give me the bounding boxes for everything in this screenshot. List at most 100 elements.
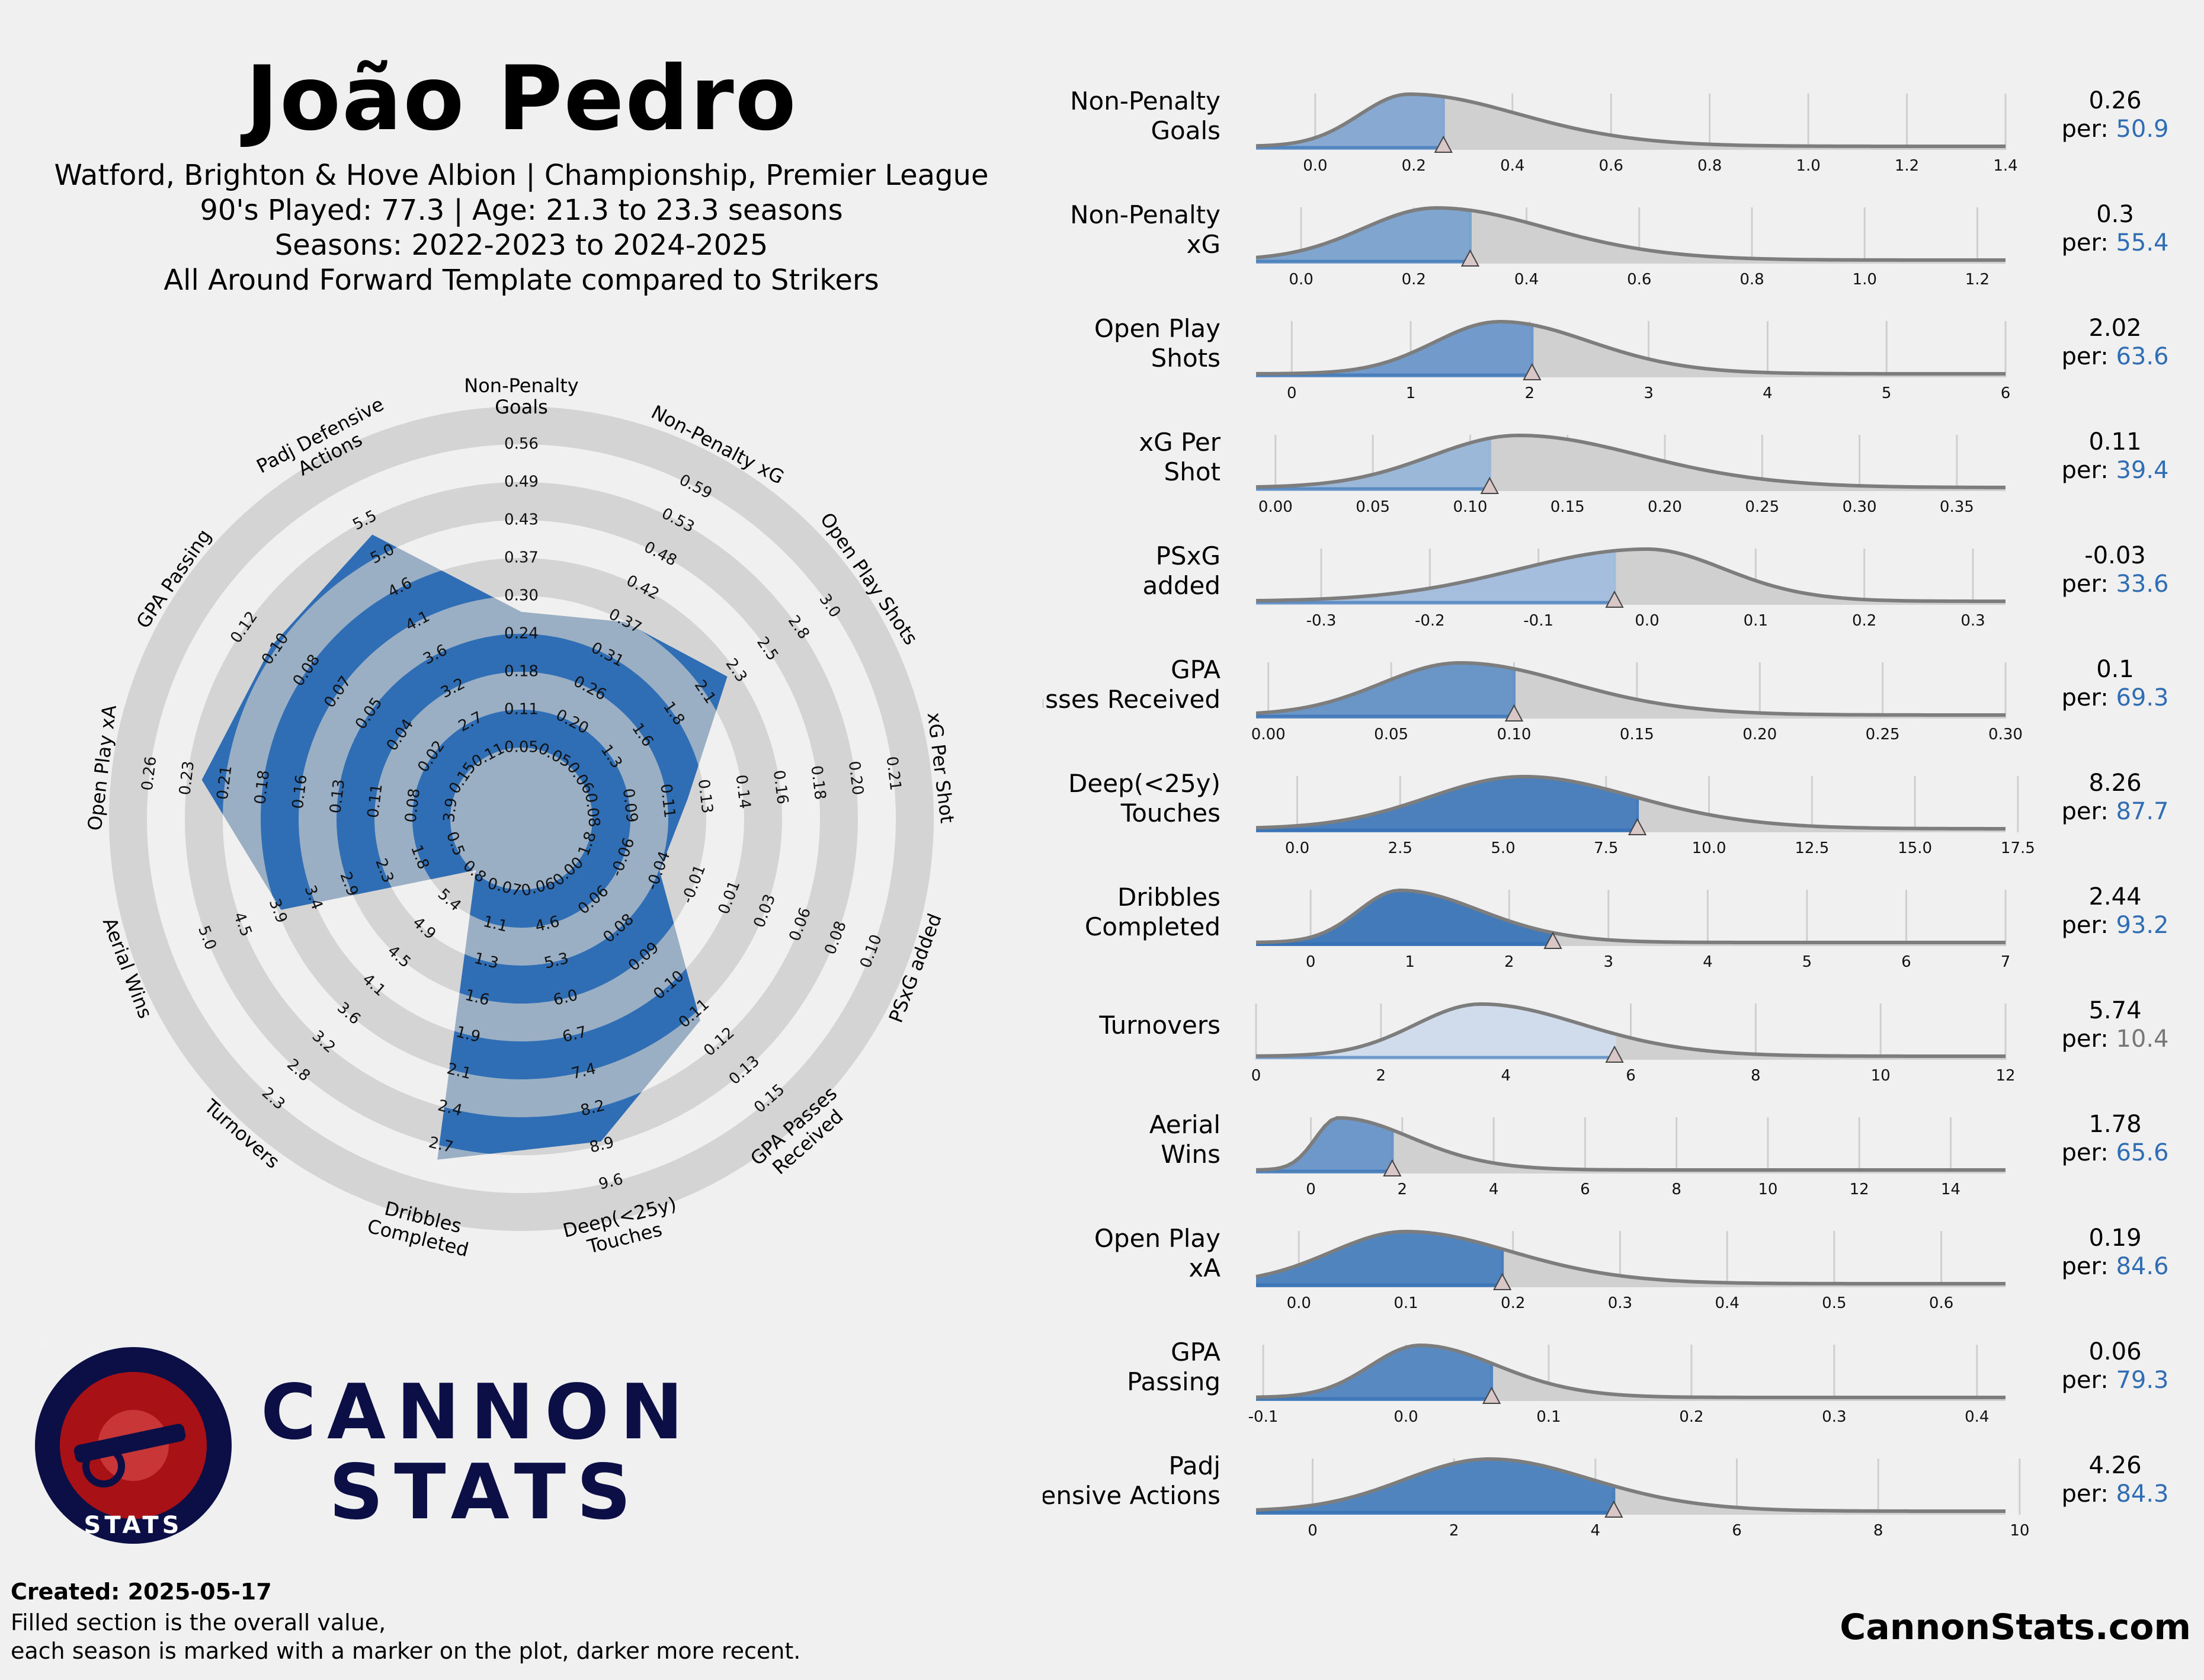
site-link[interactable]: CannonStats.com [1840,1607,2191,1648]
metric-percentile: per: 39.4 [2062,457,2169,484]
density-row: 0.00 0.05 0.10 0.15 0.20 0.25 0.30 0.35 0.11per:… [1139,428,2168,516]
metric-label: Open Play Shots [1094,314,1220,373]
season-marker [1604,1500,1623,1518]
density-tick-label: 8 [1751,1067,1761,1085]
season-marker [1480,476,1499,494]
density-curve [1255,434,2006,489]
density-curve [1255,1344,2006,1399]
metric-value: 2.44 [2088,883,2141,910]
season-marker [1492,1272,1512,1290]
radar-scale-label: 0.24 [504,625,539,643]
density-filled-area [1256,1118,1392,1174]
density-tick-label: 0 [1251,1067,1261,1085]
density-tick-label: 0.25 [1866,726,1900,743]
density-tick-label: 4 [1763,384,1773,402]
density-tick-label: -0.3 [1306,612,1337,630]
density-curve [1255,319,2006,376]
density-tick-label: 0 [1306,1181,1316,1198]
density-tick-label: 12.5 [1795,839,1829,857]
density-curve [1255,1002,2006,1058]
density-tick-label: 5 [1802,953,1812,971]
density-tick-label: 0.2 [1402,157,1426,175]
density-tick-label: 2 [1504,953,1514,971]
subtitle-teams: Watford, Brighton & Hove Albion | Champi… [54,159,989,192]
density-tick-label: 1 [1405,953,1415,971]
density-curve [1255,206,2006,262]
metric-value: 0.11 [2088,428,2141,456]
radar-scale-label: 0.14 [732,774,754,810]
density-tick-label: 0 [1287,384,1297,402]
density-filled-area [1256,1004,1615,1060]
metric-value: 4.26 [2088,1452,2141,1479]
density-tick-label: -0.1 [1523,612,1553,630]
density-curve [1255,1457,2006,1513]
radar-scale-label: 0.18 [504,663,539,681]
density-tick-label: 0.4 [1500,157,1524,175]
metric-percentile: per: 55.4 [2062,229,2169,257]
density-tick-label: 0.4 [1965,1408,1989,1426]
radar-scale-label: 0.18 [807,765,829,801]
metric-value: 0.3 [2096,201,2134,228]
density-tick-label: 0.20 [1648,498,1682,516]
density-tick-label: 2 [1525,384,1535,402]
density-tick-label: 0.10 [1453,498,1487,516]
density-tick-label: 4 [1501,1067,1511,1085]
density-tick-label: -0.2 [1415,612,1445,630]
radar-scale-label: 0.30 [504,587,539,605]
density-tick-label: 0.35 [1940,498,1974,516]
density-tick-label: 0.0 [1635,612,1659,630]
density-tick-label: 5 [1882,384,1892,402]
density-tick-label: 12 [1850,1181,1869,1198]
density-tick-label: 0.6 [1627,271,1651,288]
density-tick-label: 0.0 [1287,1294,1311,1312]
density-tick-label: 0.25 [1745,498,1779,516]
radar-scale-label: 0.13 [326,778,348,815]
density-tick-label: 10 [2010,1522,2029,1540]
radar-scale-label: 0.26 [139,755,161,791]
density-curve [1255,774,2006,831]
radar-scale-label: 0.23 [176,760,198,796]
radar-scale-label: 0.05 [504,739,539,756]
density-tick-label: 0.4 [1715,1294,1739,1312]
density-filled-area [1256,550,1614,605]
metric-value: 8.26 [2088,770,2141,797]
density-tick-label: 14 [1941,1181,1960,1198]
metric-percentile: per: 84.3 [2062,1480,2169,1508]
density-tick-label: 0.1 [1393,1294,1418,1312]
density-tick-label: 0.2 [1679,1408,1703,1426]
radar-scale-label: 0.08 [581,792,603,828]
season-marker [1504,704,1524,722]
density-tick-label: 8 [1873,1522,1883,1540]
metric-value: 5.74 [2088,997,2141,1024]
density-filled-area [1256,1345,1492,1401]
density-tick-label: 0.00 [1251,726,1286,743]
density-tick-label: 0.2 [1402,271,1426,288]
season-marker [1482,1386,1501,1404]
footer-note-1: Filled section is the overall value, [11,1610,386,1636]
density-filled-area [1256,890,1553,946]
density-tick-label: 1.0 [1853,271,1877,288]
density-curve [1255,92,2006,148]
season-marker [1605,590,1624,608]
density-filled-area [1256,1232,1503,1287]
density-tick-label: 15.0 [1898,839,1932,857]
metric-label: Non-Penalty xG [1070,200,1220,259]
radar-center [488,786,555,852]
density-curve [1255,547,2006,603]
metric-value: 0.19 [2088,1224,2141,1252]
density-tick-label: 0.4 [1514,271,1539,288]
density-filled-area [1256,777,1638,832]
season-marker [1434,135,1453,153]
metric-percentile: per: 93.2 [2062,912,2169,939]
density-filled-area [1256,438,1490,491]
density-tick-label: 0.0 [1393,1408,1418,1426]
radar-scale-label: 0.43 [504,511,539,529]
density-tick-label: 0.0 [1285,839,1309,857]
metric-label: Open Play xA [1094,1224,1220,1283]
metric-value: 0.06 [2088,1338,2141,1365]
density-tick-label: 0.2 [1501,1294,1525,1312]
